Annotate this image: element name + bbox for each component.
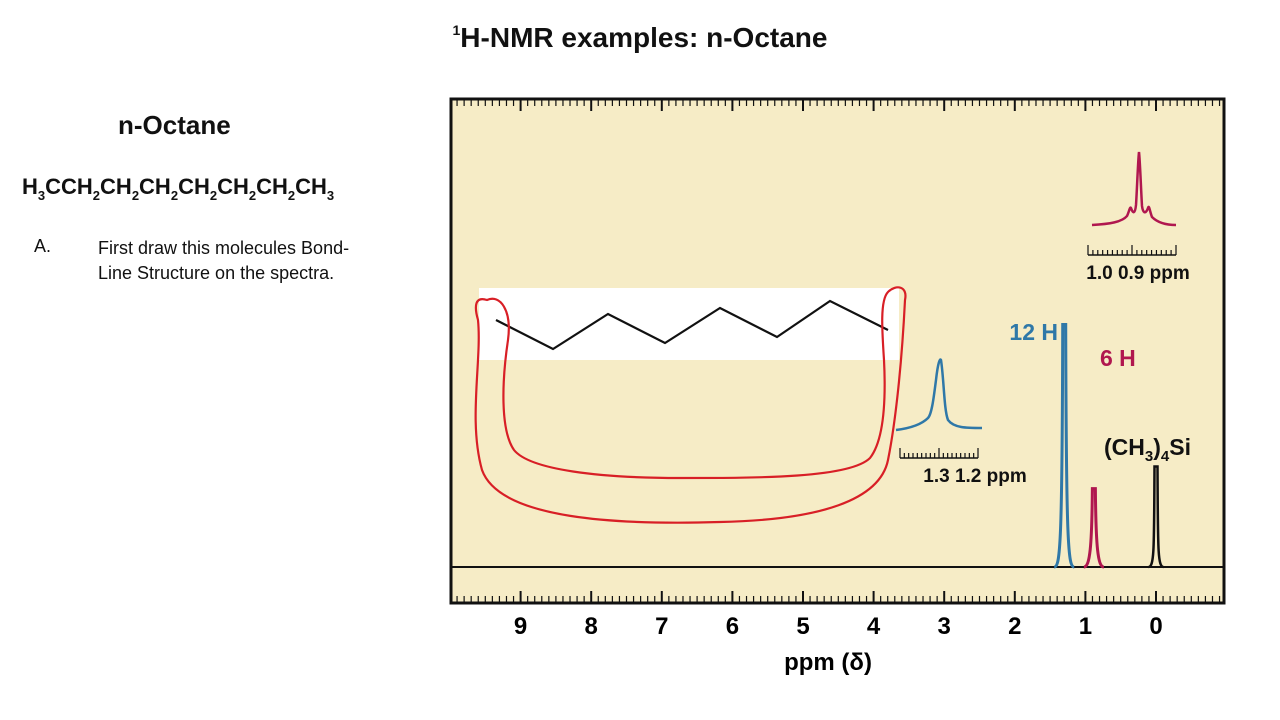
x-tick-label: 2 bbox=[1008, 613, 1021, 640]
section-title: n-Octane bbox=[118, 110, 231, 140]
formula-subscript: 3 bbox=[37, 188, 46, 203]
x-tick-label: 9 bbox=[514, 613, 527, 640]
slide-title: 1H-NMR examples: n-Octane bbox=[452, 22, 828, 53]
step-instruction: First draw this molecules Bond-Line Stru… bbox=[98, 238, 350, 283]
formula-text: CH bbox=[139, 174, 171, 199]
formula-subscript: 2 bbox=[287, 188, 296, 203]
step-letter: A. bbox=[34, 236, 52, 256]
formula-text: CH bbox=[178, 174, 210, 199]
x-tick-label: 3 bbox=[938, 613, 951, 640]
inset-ch3-range-label: 1.0 0.9 ppm bbox=[1086, 263, 1190, 284]
formula-subscript: 2 bbox=[248, 188, 257, 203]
formula-subscript: 2 bbox=[92, 188, 101, 203]
formula-text: CCH bbox=[45, 174, 93, 199]
x-tick-label: 1 bbox=[1079, 613, 1092, 640]
formula-subscript: 2 bbox=[209, 188, 218, 203]
formula-text: H bbox=[22, 174, 38, 199]
formula-text: CH bbox=[295, 174, 327, 199]
x-tick-label: 7 bbox=[655, 613, 668, 640]
annotation-white-box bbox=[479, 288, 899, 360]
x-axis-label: ppm (δ) bbox=[784, 649, 872, 676]
x-tick-label: 8 bbox=[585, 613, 598, 640]
formula-text: CH bbox=[217, 174, 249, 199]
formula-subscript: 2 bbox=[131, 188, 140, 203]
peak-ch2 bbox=[1053, 322, 1075, 569]
condensed-formula: H3CCH2CH2CH2CH2CH2CH2CH3 bbox=[22, 174, 334, 203]
peak-label-6h: 6 H bbox=[1100, 345, 1136, 371]
formula-subscript: 3 bbox=[326, 188, 335, 203]
x-tick-label: 0 bbox=[1149, 613, 1162, 640]
peak-ch3 bbox=[1083, 487, 1105, 569]
formula-text: CH bbox=[256, 174, 288, 199]
peak-label-12h: 12 H bbox=[1009, 319, 1058, 345]
x-tick-label: 6 bbox=[726, 613, 739, 640]
axis-tick-labels: 9 8 7 6 5 4 3 2 1 0 bbox=[514, 613, 1163, 640]
peak-tms bbox=[1148, 465, 1164, 569]
bond-line-structure bbox=[495, 299, 889, 351]
inset-ch2: 1.3 1.2 ppm bbox=[895, 358, 1027, 487]
axis-ticks bbox=[456, 99, 1221, 603]
formula-text: CH bbox=[100, 174, 132, 199]
annotation-red-loop bbox=[474, 286, 907, 524]
x-tick-label: 5 bbox=[796, 613, 809, 640]
inset-ch2-range-label: 1.3 1.2 ppm bbox=[923, 466, 1027, 487]
inset-ch3: 1.0 0.9 ppm bbox=[1086, 151, 1190, 284]
peak-label-tms: (CH3)4Si bbox=[1104, 434, 1191, 465]
x-tick-label: 4 bbox=[867, 613, 881, 640]
formula-subscript: 2 bbox=[170, 188, 179, 203]
